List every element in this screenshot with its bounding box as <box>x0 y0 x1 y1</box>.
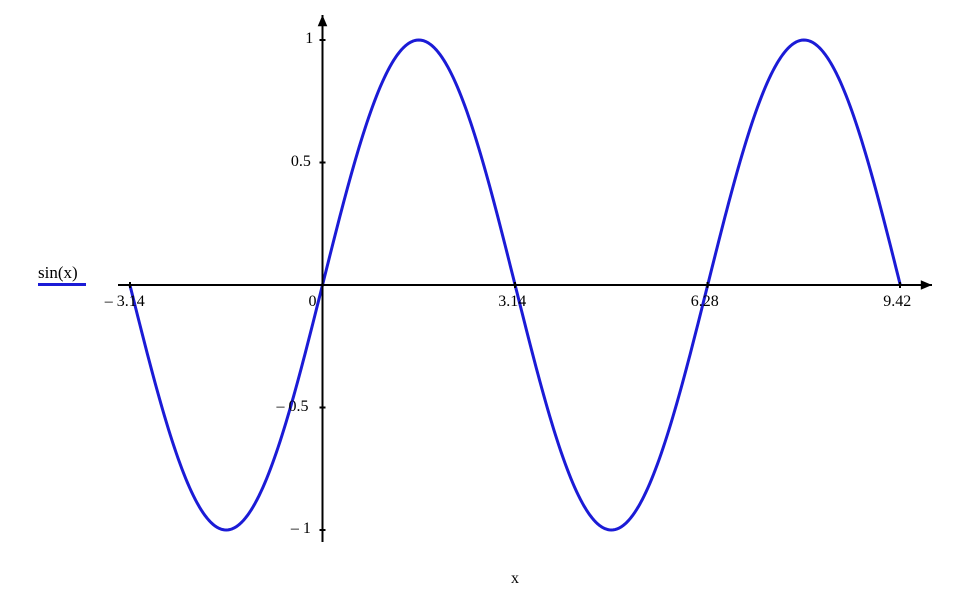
x-tick-label: – 3.14 <box>105 293 145 311</box>
y-tick-label: – 0.5 <box>277 398 309 416</box>
y-tick-label: 0.5 <box>291 153 311 171</box>
y-tick-label: 1 <box>305 30 313 48</box>
x-tick-label: 9.42 <box>883 293 911 311</box>
y-tick-label: – 1 <box>291 520 311 538</box>
x-tick-label: 0 <box>309 293 317 311</box>
legend-label: sin(x) <box>38 263 78 283</box>
x-tick-label: 3.14 <box>498 293 526 311</box>
x-axis-label: x <box>511 570 519 588</box>
legend-underline <box>38 283 86 286</box>
x-tick-label: 6.28 <box>691 293 719 311</box>
sine-chart: – 3.14 0 3.14 6.28 9.42 – 1 – 0.5 0.5 1 x sin(x) <box>0 0 960 600</box>
